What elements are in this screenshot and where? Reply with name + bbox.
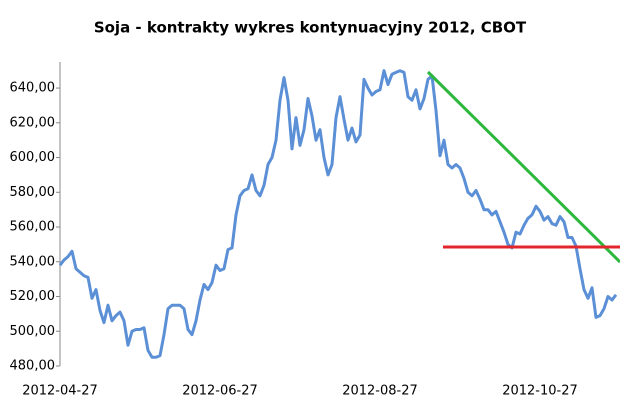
x-tick-label: 2012-08-27 [342,384,418,399]
y-tick-label: 580,00 [10,185,56,200]
y-tick-label: 600,00 [10,150,56,165]
y-tick-label: 620,00 [10,115,56,130]
x-tick-label: 2012-04-27 [22,384,98,399]
y-tick-label: 640,00 [10,81,56,96]
y-tick-label: 480,00 [10,359,56,374]
chart-title: Soja - kontrakty wykres kontynuacyjny 20… [94,19,527,37]
y-tick-label: 540,00 [10,254,56,269]
trend-line [426,70,620,264]
y-tick-label: 500,00 [10,324,56,339]
y-tick-label: 520,00 [10,289,56,304]
y-tick-label: 560,00 [10,220,56,235]
series-line [58,69,618,359]
x-tick-label: 2012-06-27 [182,384,258,399]
x-tick-label: 2012-10-27 [502,384,578,399]
